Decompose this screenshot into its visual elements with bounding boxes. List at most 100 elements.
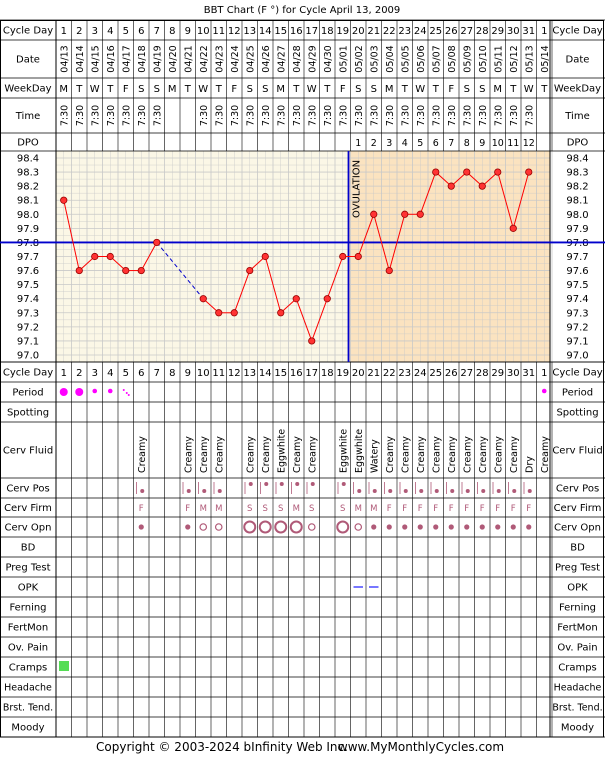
temperature-point xyxy=(416,210,424,218)
weekday-label: S xyxy=(247,84,253,95)
temperature-point xyxy=(463,168,471,176)
temperature-point xyxy=(525,168,533,176)
cycle-day-label: 17 xyxy=(305,368,318,379)
cerv-opn-marker xyxy=(199,523,208,531)
cycle-day-label: 7 xyxy=(154,26,160,37)
cycle-day-label: 23 xyxy=(398,26,411,37)
row-label-right-dpo: DPO xyxy=(567,138,589,149)
cerv-pos-marker xyxy=(372,489,377,493)
cycle-day-label: 18 xyxy=(321,26,334,37)
cerv-fluid-label: Creamy xyxy=(416,436,427,473)
row-label-left-dpo: DPO xyxy=(17,138,39,149)
y-tick-label-right: 98.3 xyxy=(566,168,588,179)
time-label: 7:30 xyxy=(152,105,163,126)
date-label: 04/21 xyxy=(183,45,194,72)
row-label-right-cerv_opn: Cerv Opn xyxy=(554,523,601,534)
cycle-day-label: 16 xyxy=(290,26,303,37)
weekday-label: T xyxy=(184,84,192,95)
cerv-firm-label: F xyxy=(433,504,438,514)
cerv-fluid-label: Eggwhite xyxy=(338,429,349,473)
period-marker xyxy=(92,388,98,394)
row-label-right-time: Time xyxy=(564,111,589,122)
row-label-left-fertmon: FertMon xyxy=(8,623,48,634)
date-label: 05/09 xyxy=(462,45,473,72)
cycle-day-label: 9 xyxy=(185,26,191,37)
time-label: 7:30 xyxy=(261,105,272,126)
weekday-label: S xyxy=(138,84,144,95)
cerv-firm-label: M xyxy=(215,504,222,514)
cycle-day-label: 17 xyxy=(305,26,318,37)
cycle-day-label: 6 xyxy=(138,26,144,37)
cramps-marker xyxy=(59,661,69,671)
temperature-segment xyxy=(373,214,390,271)
temperature-gap-segment xyxy=(156,242,204,300)
cerv-opn-marker xyxy=(185,524,191,530)
weekday-label: T xyxy=(215,84,223,95)
cerv-opn-marker xyxy=(243,520,257,534)
date-label: 05/08 xyxy=(447,45,458,72)
period-marker xyxy=(122,389,125,391)
temperature-point xyxy=(385,266,393,275)
weekday-label: F xyxy=(231,84,237,95)
cerv-firm-label: F xyxy=(464,504,469,514)
cerv-pos-marker xyxy=(140,489,145,493)
row-label-right-period: Period xyxy=(562,388,593,399)
cerv-firm-label: F xyxy=(511,504,516,514)
cycle-day-label: 24 xyxy=(414,26,427,37)
cycle-day-label: 28 xyxy=(476,26,489,37)
row-label-right-spotting: Spotting xyxy=(556,408,598,419)
cerv-fluid-label: Creamy xyxy=(385,436,396,473)
cycle-day-label: 10 xyxy=(197,368,210,379)
temperature-point xyxy=(494,168,502,176)
period-marker xyxy=(107,388,113,394)
cerv-firm-label: S xyxy=(263,504,268,514)
cerv-fluid-label: Creamy xyxy=(509,436,520,473)
cycle-day-label: 27 xyxy=(460,26,473,37)
y-tick-label-left: 97.8 xyxy=(17,238,39,249)
website-link[interactable]: www.MyMonthlyCycles.com xyxy=(338,740,504,754)
y-tick-label-right: 98.0 xyxy=(566,210,588,221)
cerv-firm-label: F xyxy=(526,504,531,514)
cerv-opn-marker xyxy=(354,523,363,531)
y-tick-label-left: 98.3 xyxy=(17,168,39,179)
time-label: 7:30 xyxy=(509,105,520,126)
cerv-pos-marker xyxy=(217,489,222,493)
cerv-opn-marker xyxy=(448,524,454,530)
cycle-day-label: 1 xyxy=(61,368,67,379)
y-tick-label-right: 97.7 xyxy=(566,252,588,263)
temperature-segment xyxy=(512,171,530,229)
weekday-label: F xyxy=(448,84,454,95)
cerv-opn-marker xyxy=(274,520,288,534)
cerv-opn-marker xyxy=(258,520,272,534)
cerv-firm-label: M xyxy=(200,504,207,514)
temperature-point xyxy=(370,210,378,218)
date-label: 05/07 xyxy=(431,45,442,72)
time-label: 7:30 xyxy=(462,105,473,126)
cycle-day-label: 14 xyxy=(259,26,272,37)
date-label: 04/26 xyxy=(261,45,272,72)
row-label-right-ferning: Ferning xyxy=(559,603,596,614)
weekday-label: S xyxy=(371,84,377,95)
temperature-point xyxy=(277,309,285,317)
row-label-right-cerv_pos: Cerv Pos xyxy=(556,484,599,495)
row-label-right-preg_test: Preg Test xyxy=(555,563,600,574)
cerv-firm-label: F xyxy=(185,504,190,514)
y-tick-label-left: 97.6 xyxy=(17,266,39,277)
cycle-day-label: 18 xyxy=(321,368,334,379)
date-label: 04/27 xyxy=(276,45,287,72)
cerv-opn-marker xyxy=(371,524,377,530)
y-tick-label-left: 97.2 xyxy=(17,322,39,333)
cerv-opn-marker xyxy=(464,524,470,530)
row-label-left-ferning: Ferning xyxy=(9,603,46,614)
cycle-day-label: 10 xyxy=(197,26,210,37)
row-label-right-ov_pain: Ov. Pain xyxy=(557,643,597,654)
row-label-left-period: Period xyxy=(12,388,43,399)
cycle-day-label: 16 xyxy=(290,368,303,379)
temperature-point xyxy=(308,337,316,345)
cycle-day-label: 12 xyxy=(228,368,241,379)
cycle-day-label: 24 xyxy=(414,368,427,379)
cycle-day-label: 14 xyxy=(259,368,272,379)
date-label: 04/23 xyxy=(214,45,225,72)
weekday-label: M xyxy=(168,84,177,95)
y-tick-label-left: 97.1 xyxy=(17,336,39,347)
